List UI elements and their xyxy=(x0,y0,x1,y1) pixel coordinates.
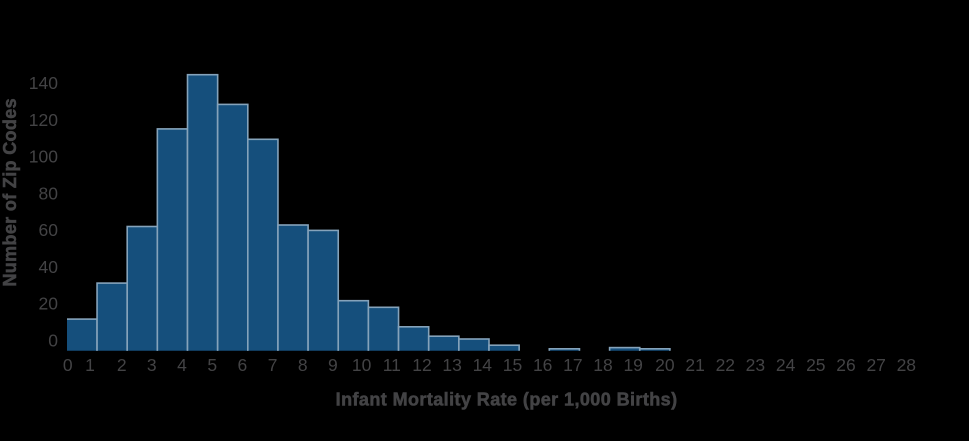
svg-text:3: 3 xyxy=(147,355,157,375)
svg-text:0: 0 xyxy=(48,330,58,350)
svg-text:21: 21 xyxy=(685,355,704,375)
svg-text:20: 20 xyxy=(39,294,59,314)
svg-text:Number of Zip Codes: Number of Zip Codes xyxy=(0,98,20,286)
svg-text:14: 14 xyxy=(473,355,493,375)
svg-text:16: 16 xyxy=(533,355,552,375)
svg-text:0: 0 xyxy=(63,355,73,375)
svg-text:15: 15 xyxy=(503,355,522,375)
svg-text:100: 100 xyxy=(29,147,58,167)
svg-text:40: 40 xyxy=(39,257,59,277)
svg-text:6: 6 xyxy=(238,355,248,375)
svg-text:26: 26 xyxy=(836,355,855,375)
svg-text:4: 4 xyxy=(177,355,187,375)
svg-text:27: 27 xyxy=(866,355,885,375)
svg-text:18: 18 xyxy=(593,355,612,375)
svg-text:17: 17 xyxy=(563,355,582,375)
svg-text:22: 22 xyxy=(716,355,735,375)
svg-text:80: 80 xyxy=(39,183,59,203)
svg-text:140: 140 xyxy=(29,73,58,93)
svg-text:8: 8 xyxy=(298,355,308,375)
svg-text:11: 11 xyxy=(383,355,401,375)
svg-text:120: 120 xyxy=(29,110,58,130)
svg-text:1: 1 xyxy=(85,355,95,375)
svg-text:20: 20 xyxy=(655,355,675,375)
svg-text:24: 24 xyxy=(776,355,796,375)
svg-text:28: 28 xyxy=(897,355,916,375)
svg-text:2: 2 xyxy=(117,355,127,375)
svg-text:60: 60 xyxy=(39,220,59,240)
svg-text:25: 25 xyxy=(806,355,825,375)
svg-text:9: 9 xyxy=(328,355,338,375)
svg-text:10: 10 xyxy=(352,355,372,375)
svg-text:12: 12 xyxy=(412,355,431,375)
svg-text:23: 23 xyxy=(746,355,765,375)
svg-text:Infant Mortality Rate (per 1,0: Infant Mortality Rate (per 1,000 Births) xyxy=(336,389,678,409)
svg-text:19: 19 xyxy=(623,355,642,375)
svg-text:7: 7 xyxy=(268,355,278,375)
svg-text:13: 13 xyxy=(442,355,461,375)
svg-text:5: 5 xyxy=(207,355,217,375)
